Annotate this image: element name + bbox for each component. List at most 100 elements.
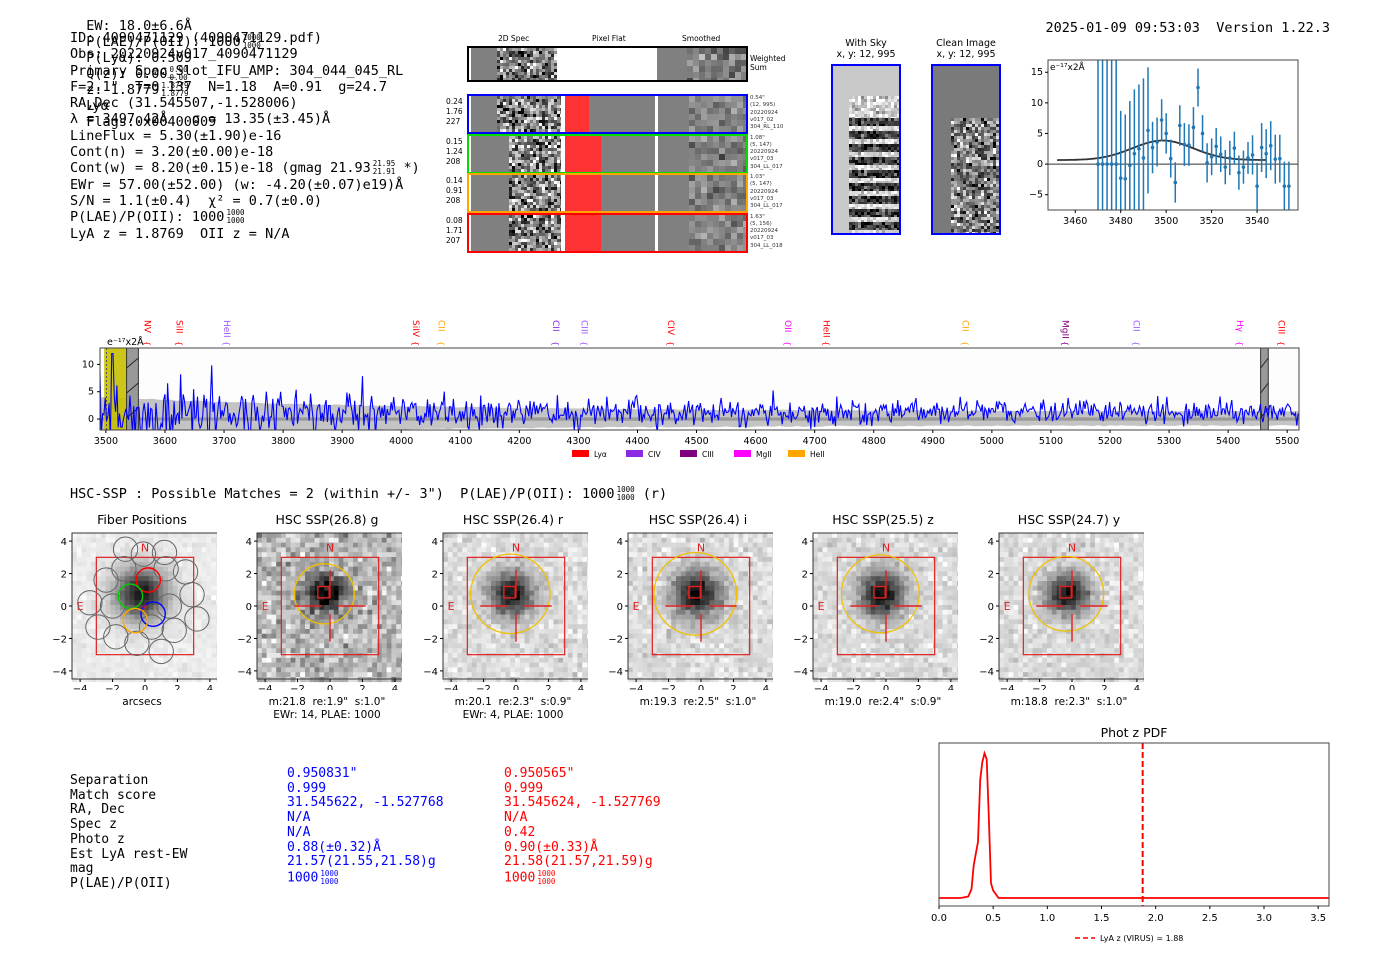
y-tick-label: −4 [237, 667, 252, 678]
y-tick-label: 0 [61, 602, 67, 613]
fiber-cutout-row [467, 173, 748, 213]
hatch-line [1260, 382, 1269, 394]
x-tick-label: 0 [883, 684, 889, 690]
y-tick-label: 0 [802, 602, 808, 613]
emission-line-marker: { [436, 341, 445, 346]
match-blue-value: 21.57(21.55,21.58)g [287, 854, 436, 870]
data-point [1278, 156, 1282, 161]
x-tick-label: 3.5 [1310, 913, 1326, 924]
fiber-circle [124, 630, 150, 656]
compass-east: E [77, 600, 84, 613]
weighted-sum-label: Weighted Sum [750, 54, 786, 72]
x-tick-label: 3.0 [1256, 913, 1272, 924]
emission-line-marker: { [1061, 341, 1070, 346]
fiber-circle [148, 638, 174, 665]
y-tick-label: −2 [608, 634, 623, 645]
data-point [1187, 143, 1191, 147]
x-tick-label: 1.0 [1039, 913, 1055, 924]
plot-frame [938, 742, 1330, 907]
fiber-circle [179, 581, 205, 608]
x-tick-label: 3500 [1154, 216, 1178, 227]
source-box [1059, 585, 1072, 599]
data-point [1132, 151, 1137, 156]
match-blue-value: 0.88(±0.32)Å [287, 839, 381, 855]
hsc-panel-title: HSC SSP(24.7) y [1017, 512, 1121, 527]
source-box [317, 585, 330, 599]
fiber-circle [184, 606, 210, 632]
match-blue-value: 31.545622, -1.527768 [287, 795, 444, 811]
legend-label: HeII [810, 450, 825, 459]
x-tick-label: 0 [142, 684, 148, 690]
compass-north: N [512, 542, 520, 555]
selected-fiber-circle [117, 583, 144, 610]
match-blue-value: N/A [287, 810, 311, 826]
info-contw: Cont(w) = 8.20(±0.15)e-18 (gmag 21.93 21.… [70, 159, 420, 177]
source-box [873, 585, 886, 599]
y-tick-label: 4 [61, 537, 67, 548]
x-tick-label: 4 [207, 684, 213, 690]
emission-line-marker: { [1235, 341, 1244, 346]
x-tick-label: −2 [290, 684, 305, 690]
emission-line-marker: { [551, 341, 560, 346]
hsc-panel-title: HSC SSP(26.8) g [275, 512, 379, 527]
match-label: P(LAE)/P(OII) [70, 875, 172, 891]
hsc-panel-caption: m:19.3 re:2.5" s:1.0" [639, 696, 757, 708]
compass-east: E [448, 600, 455, 613]
fiber-row-stats: 0.24 1.76 227 [446, 97, 463, 126]
y-tick-label: 10 [82, 359, 94, 370]
match-blue-values: 0.950831" 0.999 31.545622, -1.527768 N/A N/A… [287, 766, 444, 886]
weighted-sum-strip [467, 46, 748, 82]
version: Version 1.22.3 [1216, 20, 1330, 36]
x-tick-label: 0 [513, 684, 519, 690]
x-tick-label: 4600 [744, 436, 768, 447]
fiber-circle [130, 541, 157, 567]
x-tick-label: −4 [629, 684, 644, 690]
data-point [1214, 144, 1218, 149]
plya-value: P(Lyα): 0.509 [86, 50, 192, 66]
data-point [1155, 140, 1159, 144]
info-lineflux: LineFlux = 5.30(±1.90)e-16 [70, 127, 282, 144]
selected-fiber-circle [140, 601, 166, 627]
clean-image-pixels [933, 66, 999, 233]
hatch-line [126, 357, 139, 369]
y-tick-label: 0 [988, 602, 994, 613]
match-red-value: 0.999 [504, 780, 544, 796]
info-params: F=2.1" T=0.137 N=1.18 A=0.91 g=24.7 [70, 78, 387, 95]
x-tick-label: −2 [846, 684, 861, 690]
fiber-circle [151, 539, 178, 566]
y-tick-label: 4 [617, 537, 623, 548]
hsc-panel-title: HSC SSP(26.4) i [648, 512, 748, 527]
y-tick-label: 2 [617, 570, 623, 581]
data-point [1141, 156, 1146, 160]
match-blue-plae: 1000 1000 1000 [287, 868, 339, 886]
x-tick-label: −4 [814, 684, 829, 690]
x-tick-label: 5000 [980, 436, 1004, 447]
data-point [1250, 153, 1255, 157]
y-tick-label: 15 [1031, 67, 1043, 78]
match-label: Spec z [70, 817, 117, 833]
x-tick-label: 3600 [153, 436, 177, 447]
x-tick-label: 4 [1134, 684, 1140, 690]
fiber-row-meta: 1.63" (5, 156) 20220924 v017_03 304_LL_018 [750, 213, 783, 249]
match-blue-value: 0.999 [287, 780, 327, 796]
match-red-value: 21.58(21.57,21.59)g [504, 854, 653, 870]
compass-north: N [141, 542, 149, 555]
data-point [1218, 152, 1223, 157]
x-tick-label: 2.0 [1148, 913, 1164, 924]
emission-line-label: CIV [665, 320, 675, 336]
x-tick-label: −2 [476, 684, 491, 690]
emission-line-marker: { [142, 341, 151, 346]
y-tick-label: 4 [432, 537, 438, 548]
match-red-plae: 1000 1000 1000 [504, 868, 556, 886]
x-tick-label: 0 [1069, 684, 1075, 690]
x-tick-label: 3480 [1109, 216, 1133, 227]
emission-line-marker: { [1276, 341, 1285, 346]
y-tick-label: −4 [793, 667, 808, 678]
with-sky-title: With Sky x, y: 12, 995 [836, 38, 896, 60]
aperture-box [95, 556, 195, 656]
compass-north: N [1068, 542, 1076, 555]
legend-label: LyA z (VIRUS) = 1.88 [1100, 934, 1183, 943]
y-tick-label: 2 [988, 570, 994, 581]
data-point [1259, 145, 1264, 150]
match-red-value: 0.42 [504, 824, 536, 840]
